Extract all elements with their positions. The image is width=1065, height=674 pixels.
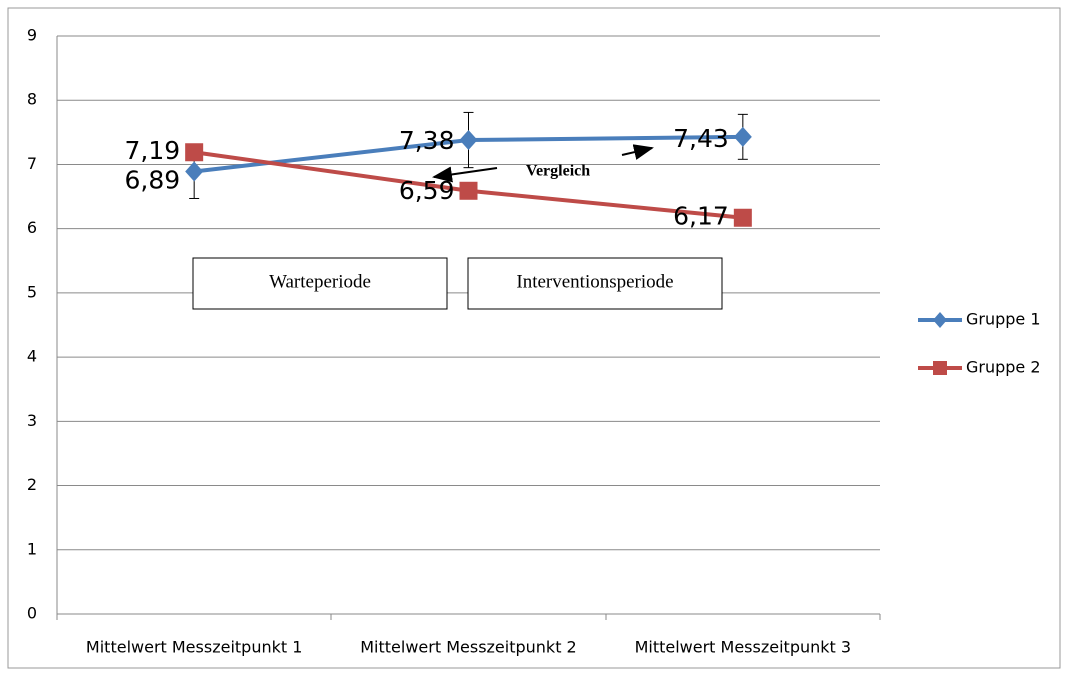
y-tick-label: 7: [27, 154, 37, 173]
legend-marker: [933, 312, 947, 328]
value-label: 6,17: [673, 202, 729, 231]
x-axis-ticks: [56, 614, 881, 620]
marker: [733, 126, 752, 147]
annotation: Warteperiode: [269, 271, 371, 292]
y-tick-label: 6: [27, 218, 37, 237]
arrow: [621, 144, 654, 160]
y-tick-label: 4: [27, 347, 37, 366]
y-tick-label: 8: [27, 90, 37, 109]
marker: [185, 161, 204, 182]
marker: [459, 181, 478, 200]
annotation: Interventionsperiode: [516, 271, 673, 292]
value-label: 7,38: [399, 126, 455, 155]
y-tick-label: 1: [27, 539, 37, 558]
value-label: 7,43: [673, 124, 729, 153]
annotation: Vergleich: [526, 163, 590, 180]
y-tick-label: 0: [27, 604, 37, 623]
x-tick-label: Mittelwert Messzeitpunkt 2: [360, 638, 576, 657]
marker: [733, 208, 752, 227]
annotation-box: [467, 257, 723, 310]
arrow: [432, 166, 498, 183]
legend-label: Gruppe 2: [966, 358, 1041, 377]
y-tick-label: 5: [27, 282, 37, 301]
chart-border: [7, 7, 1061, 669]
legend-marker: [933, 361, 947, 375]
marker: [185, 143, 204, 162]
value-label: 6,59: [399, 176, 455, 205]
legend-label: Gruppe 1: [966, 310, 1041, 329]
value-label: 7,19: [124, 136, 180, 165]
x-tick-label: Mittelwert Messzeitpunkt 3: [635, 638, 851, 657]
value-label: 6,89: [124, 166, 180, 195]
marker: [459, 130, 478, 151]
x-tick-label: Mittelwert Messzeitpunkt 1: [86, 638, 302, 657]
annotation-box: [192, 257, 448, 310]
y-tick-label: 3: [27, 411, 37, 430]
y-tick-label: 2: [27, 475, 37, 494]
y-tick-label: 9: [27, 26, 37, 45]
